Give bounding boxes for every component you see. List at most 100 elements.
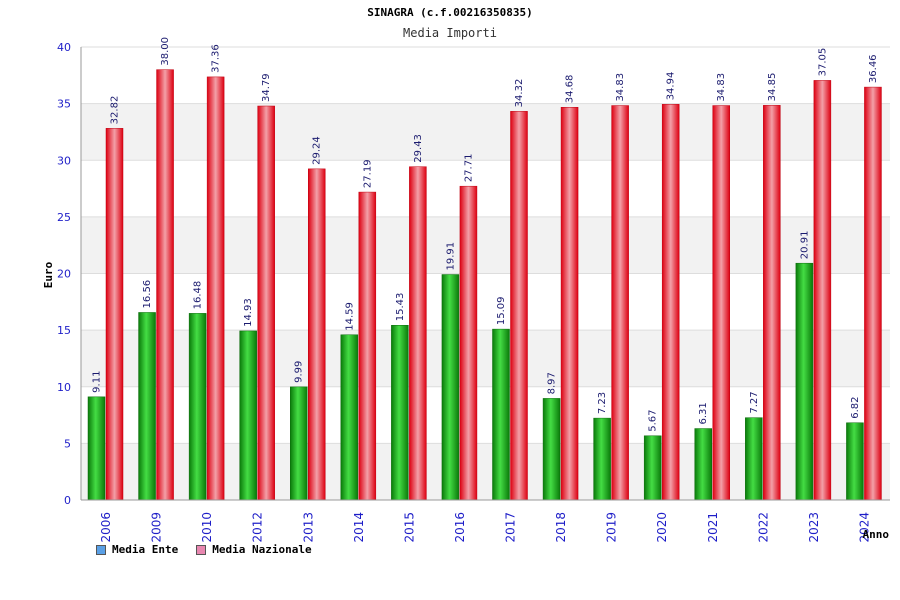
data-label: 16.48 [193,281,204,310]
bar-media-nazionale [206,76,225,501]
y-axis-title: Euro [42,261,55,288]
x-tick-label: 2014 [352,512,366,543]
x-tick-label: 2016 [453,512,467,543]
bar-media-ente [239,330,257,501]
bar-media-nazionale [712,105,730,501]
x-tick-label: 2006 [99,512,113,543]
x-tick-label: 2019 [605,512,619,543]
bar-media-nazionale [510,111,528,501]
data-label: 34.94 [666,72,677,101]
bar-media-nazionale [409,166,427,501]
bar-media-nazionale [308,168,326,501]
bar-media-nazionale [459,185,478,501]
bar-media-ente [290,386,308,501]
data-label: 8.97 [547,372,558,394]
data-label: 7.27 [749,391,760,413]
data-label: 32.82 [110,96,121,125]
data-label: 5.67 [648,410,659,432]
bar-media-ente [441,274,460,501]
bar-media-nazionale [156,69,174,501]
bar-media-nazionale [864,86,882,501]
bar-media-ente [340,334,359,501]
chart-title: SINAGRA (c.f.00216350835) [367,6,533,19]
data-label: 27.71 [463,154,474,183]
bar-media-ente [138,312,156,501]
legend-item-ente: Media Ente [96,543,178,556]
x-tick-label: 2024 [857,512,871,543]
bar-media-ente [188,313,207,501]
bar-media-ente [745,417,763,501]
data-label: 37.05 [817,48,828,77]
data-label: 20.91 [799,231,810,260]
bar-media-nazionale [763,105,781,501]
data-label: 7.23 [597,392,608,414]
data-label: 16.56 [142,280,153,309]
x-tick-label: 2012 [251,512,265,543]
bar-media-nazionale [358,191,377,501]
y-tick-label: 0 [64,494,71,507]
data-label: 9.99 [294,361,305,383]
legend-label-nazionale: Media Nazionale [212,543,312,556]
chart-subtitle: Media Importi [403,26,497,40]
bar-media-nazionale [661,104,680,501]
bar-media-ente [795,262,814,501]
data-label: 36.46 [868,54,879,83]
data-label: 9.11 [92,371,103,393]
data-label: 34.32 [514,79,525,108]
x-tick-label: 2015 [402,512,416,543]
bar-media-nazionale [813,80,832,501]
legend: Media Ente Media Nazionale [96,543,312,556]
bar-media-ente [391,325,409,501]
data-label: 15.09 [496,296,507,325]
x-tick-label: 2009 [150,512,164,543]
data-label: 34.79 [261,73,272,102]
y-tick-label: 10 [57,381,71,394]
data-label: 6.82 [850,396,861,418]
y-tick-label: 25 [57,211,71,224]
x-tick-label: 2020 [655,512,669,543]
x-tick-label: 2021 [706,512,720,543]
data-label: 34.83 [716,73,727,102]
x-axis-ticks: 2006 2009 2010 2012 2013 2014 2015 2016 2017 2018… [99,512,871,543]
data-label: 38.00 [160,37,171,66]
legend-label-ente: Media Ente [112,543,179,556]
legend-swatch-nazionale [196,544,207,555]
x-tick-label: 2010 [200,512,214,543]
bar-media-nazionale [560,106,579,501]
bar-media-ente [643,435,662,501]
x-tick-label: 2017 [504,512,518,543]
data-label: 34.68 [565,75,576,104]
bar-media-ente [542,398,561,501]
data-label: 6.31 [698,402,709,424]
bar-media-ente [694,428,712,501]
data-label: 34.85 [767,73,778,102]
data-label: 19.91 [445,242,456,271]
data-label: 29.43 [413,134,424,163]
bar-media-ente [492,328,510,501]
data-label: 34.83 [615,73,626,102]
bar-media-nazionale [611,105,629,501]
x-tick-label: 2018 [554,512,568,543]
x-axis-title: Anno [863,528,890,541]
data-label: 29.24 [312,136,323,165]
bar-media-nazionale [105,128,124,501]
bar-media-ente [846,422,864,501]
legend-swatch-ente [96,544,106,555]
y-tick-label: 5 [64,437,71,450]
y-tick-label: 20 [57,268,71,281]
y-tick-label: 40 [57,41,71,54]
value-labels: 9.11 32.82 16.56 38.00 16.48 37.36 14.93 34.79 9… [92,37,879,432]
data-label: 14.59 [344,302,355,331]
y-axis-ticks: 0 5 10 15 20 25 30 35 40 [57,41,71,507]
x-tick-label: 2022 [756,512,770,543]
x-tick-label: 2013 [301,512,315,543]
data-label: 27.19 [362,159,373,188]
bars-group [87,69,882,501]
x-tick-label: 2023 [807,512,821,543]
bar-media-ente [87,396,106,501]
bar-media-nazionale [257,105,275,501]
y-tick-label: 30 [57,154,71,167]
bar-media-ente [593,417,611,501]
data-label: 15.43 [395,293,406,322]
